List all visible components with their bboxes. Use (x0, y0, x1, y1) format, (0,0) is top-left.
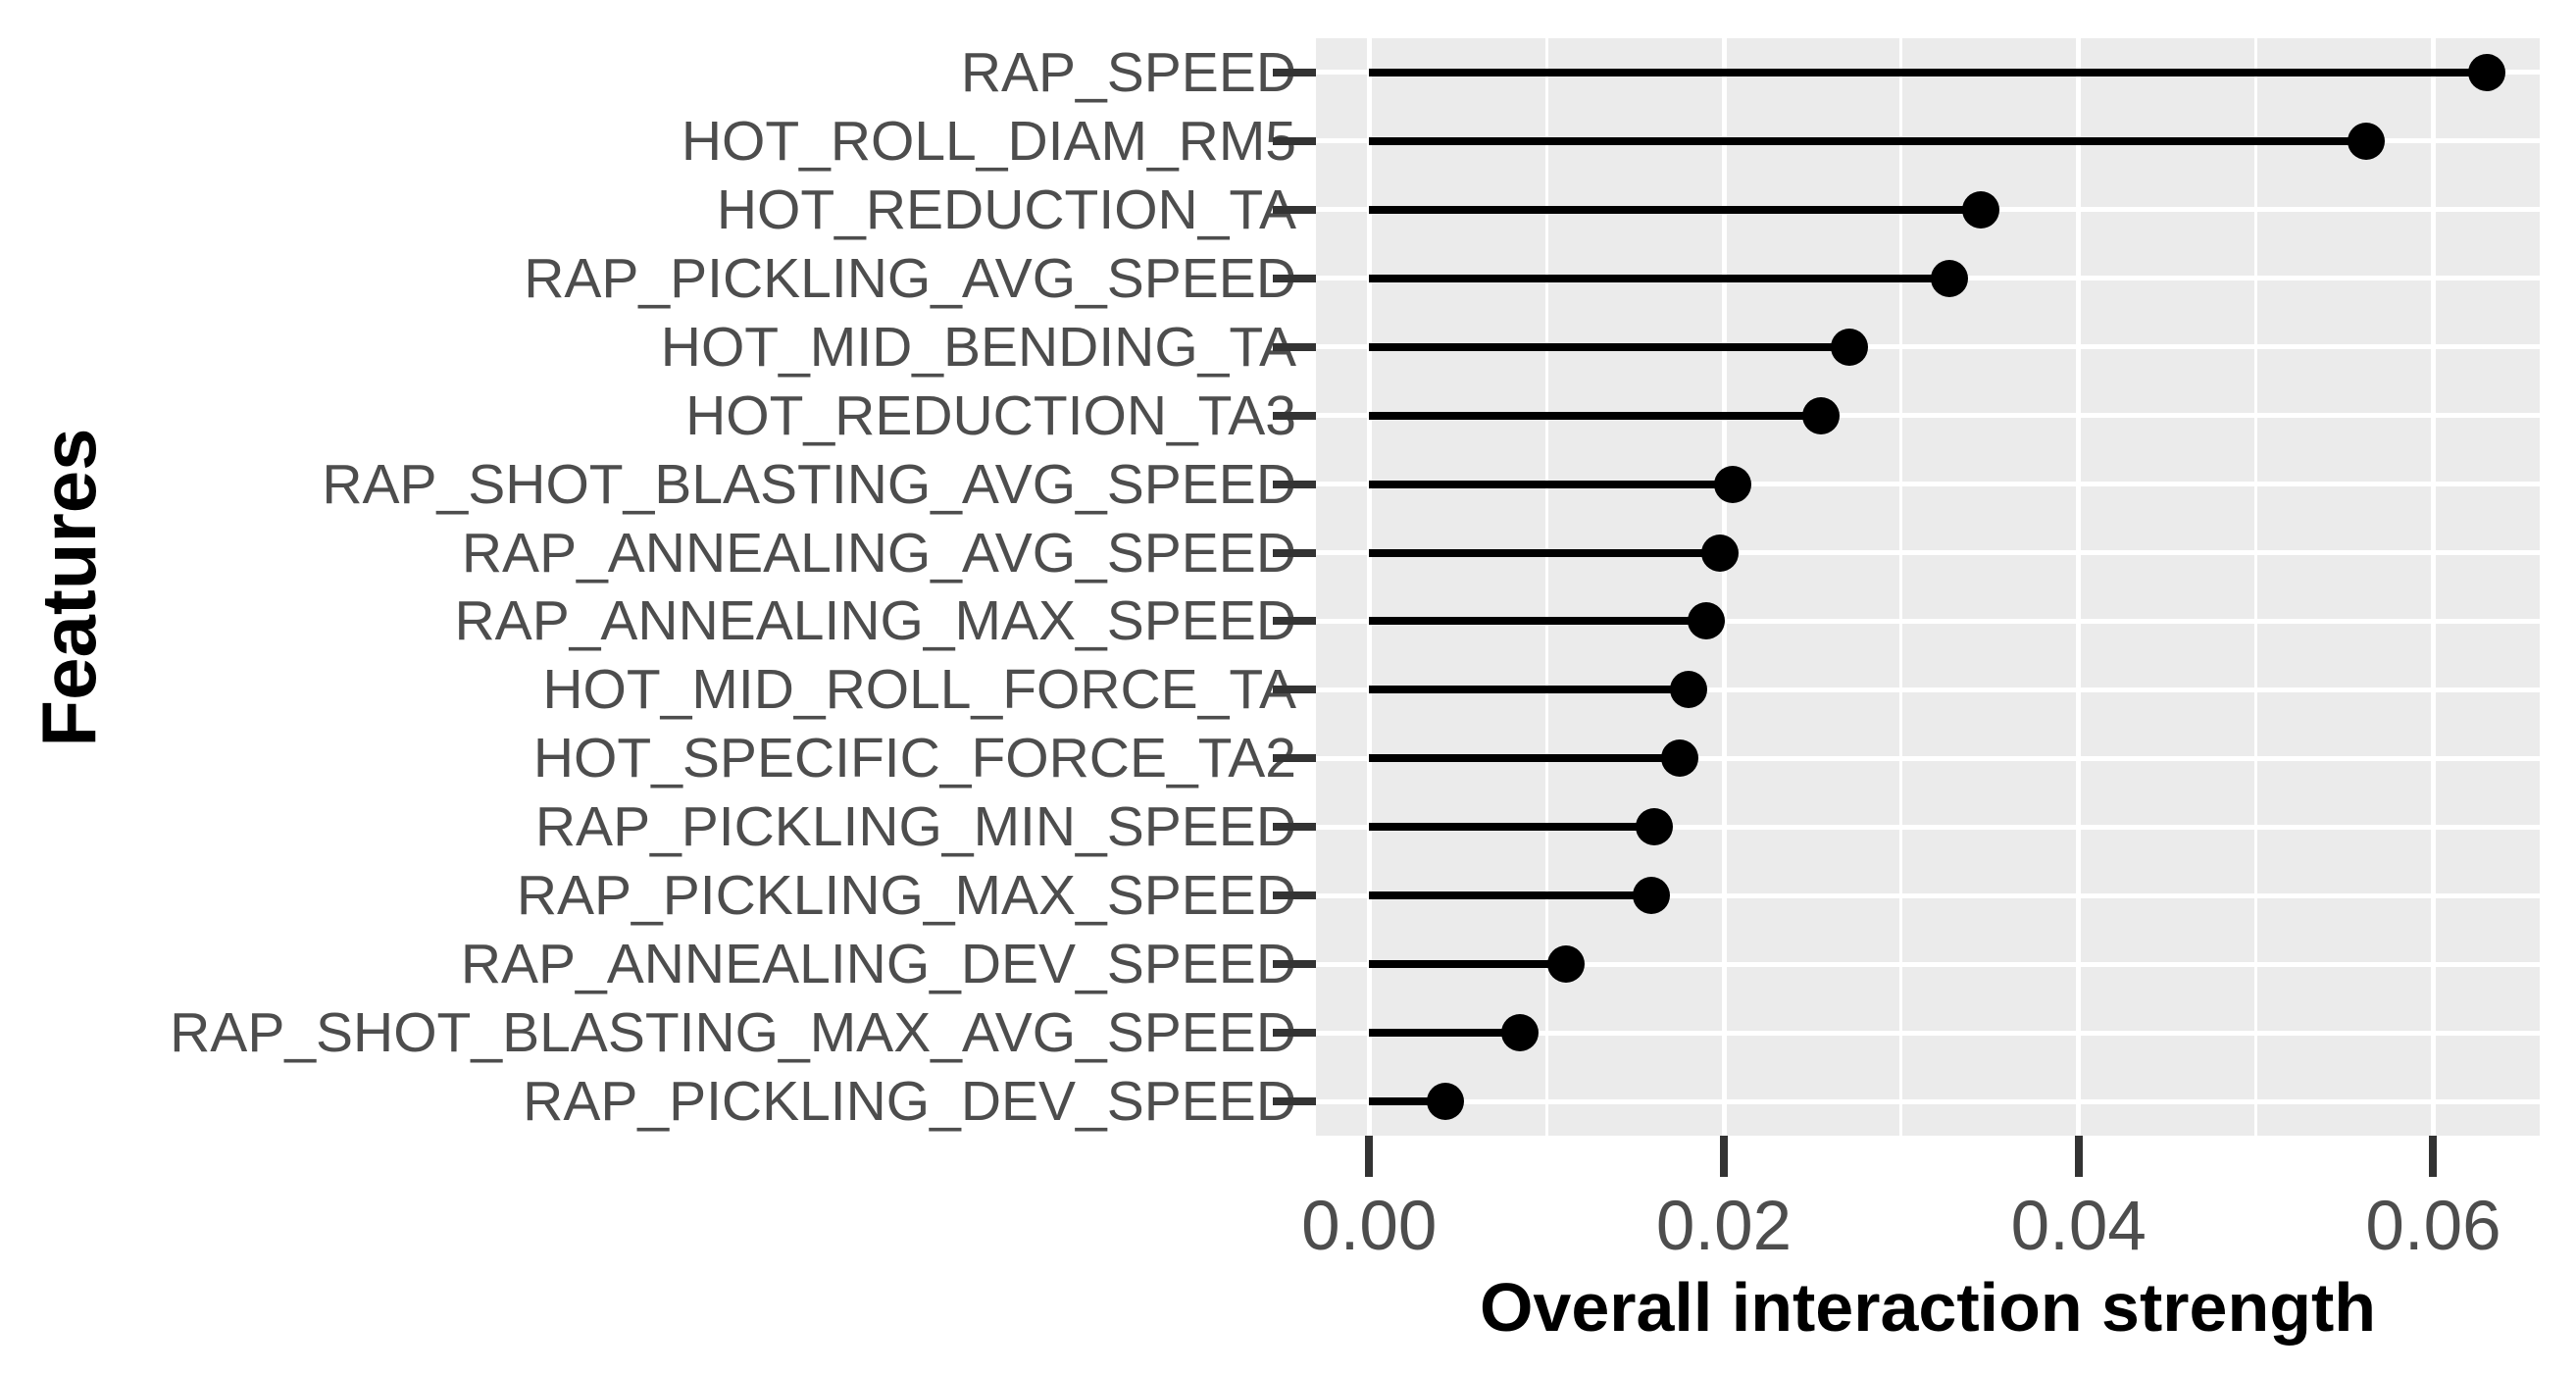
y-tick-label: RAP_SHOT_BLASTING_AVG_SPEED (322, 452, 1296, 516)
lollipop-segment (1369, 686, 1689, 694)
y-tick-mark (1273, 480, 1316, 488)
y-tick-label: RAP_PICKLING_MIN_SPEED (534, 795, 1296, 859)
lollipop-dot (1831, 328, 1869, 366)
major-gridline (1366, 38, 1372, 1136)
lollipop-segment (1369, 548, 1721, 557)
y-tick-label: RAP_ANNEALING_MAX_SPEED (454, 589, 1296, 653)
major-gridline (2076, 38, 2082, 1136)
major-gridline (2430, 38, 2436, 1136)
lollipop-segment (1369, 1097, 1446, 1106)
y-tick-mark (1273, 891, 1316, 900)
y-tick-label: RAP_PICKLING_MAX_SPEED (516, 864, 1296, 928)
row-gridline (1316, 892, 2540, 898)
row-gridline (1316, 482, 2540, 487)
lollipop-segment (1369, 823, 1655, 832)
lollipop-segment (1369, 480, 1734, 488)
lollipop-dot (1714, 465, 1752, 503)
y-tick-mark (1273, 960, 1316, 969)
y-tick-mark (1273, 68, 1316, 76)
row-gridline (1316, 1098, 2540, 1104)
x-tick-label: 0.00 (1301, 1188, 1438, 1265)
y-tick-label: RAP_PICKLING_DEV_SPEED (523, 1070, 1296, 1134)
x-axis-title: Overall interaction strength (1479, 1269, 2377, 1346)
y-tick-label: HOT_SPECIFIC_FORCE_TA2 (532, 727, 1296, 790)
y-tick-mark (1273, 136, 1316, 145)
lollipop-dot (1962, 190, 2000, 229)
lollipop-dot (1632, 877, 1670, 915)
lollipop-segment (1369, 205, 1982, 214)
lollipop-segment (1369, 342, 1850, 351)
lollipop-dot (1427, 1083, 1465, 1121)
lollipop-dot (1701, 534, 1740, 572)
lollipop-segment (1369, 960, 1566, 969)
row-gridline (1316, 1030, 2540, 1036)
lollipop-dot (2347, 122, 2385, 160)
y-tick-label: HOT_REDUCTION_TA (716, 178, 1296, 241)
row-gridline (1316, 824, 2540, 830)
lollipop-segment (1369, 754, 1680, 763)
lollipop-dot (1930, 259, 1968, 297)
row-gridline (1316, 961, 2540, 967)
row-gridline (1316, 550, 2540, 556)
y-tick-label: RAP_SHOT_BLASTING_MAX_AVG_SPEED (170, 1001, 1296, 1065)
y-tick-mark (1273, 411, 1316, 420)
y-tick-mark (1273, 205, 1316, 214)
x-tick-label: 0.02 (1655, 1188, 1793, 1265)
y-tick-label: RAP_PICKLING_AVG_SPEED (524, 246, 1296, 310)
y-tick-label: RAP_ANNEALING_DEV_SPEED (460, 933, 1296, 996)
y-tick-label: HOT_MID_BENDING_TA (660, 315, 1296, 379)
y-tick-label: RAP_ANNEALING_AVG_SPEED (461, 521, 1296, 585)
y-tick-label: HOT_ROLL_DIAM_RM5 (681, 109, 1296, 173)
lollipop-dot (2467, 53, 2505, 91)
minor-gridline (2254, 38, 2258, 1136)
y-tick-mark (1273, 754, 1316, 763)
x-tick-mark (1720, 1136, 1728, 1177)
x-tick-label: 0.06 (2365, 1188, 2501, 1265)
y-tick-mark (1273, 342, 1316, 351)
major-gridline (1721, 38, 1727, 1136)
lollipop-dot (1802, 396, 1841, 434)
row-gridline (1316, 413, 2540, 419)
y-tick-mark (1273, 274, 1316, 282)
lollipop-segment (1369, 617, 1706, 626)
lollipop-dot (1687, 602, 1725, 640)
lollipop-dot (1501, 1014, 1539, 1052)
y-tick-label: RAP_SPEED (960, 40, 1296, 104)
lollipop-segment (1369, 891, 1651, 900)
lollipop-segment (1369, 274, 1949, 282)
lollipop-segment (1369, 1029, 1520, 1038)
x-tick-mark (2429, 1136, 2438, 1177)
lollipop-dot (1660, 739, 1698, 778)
row-gridline (1316, 344, 2540, 350)
y-tick-mark (1273, 1097, 1316, 1106)
minor-gridline (1544, 38, 1548, 1136)
lollipop-dot (1547, 945, 1586, 984)
row-gridline (1316, 618, 2540, 624)
lollipop-segment (1369, 411, 1822, 420)
lollipop-segment (1369, 68, 2487, 76)
y-tick-mark (1273, 1029, 1316, 1038)
lollipop-dot (1636, 808, 1674, 846)
y-tick-label: HOT_REDUCTION_TA3 (685, 383, 1296, 447)
x-tick-label: 0.04 (2010, 1188, 2147, 1265)
row-gridline (1316, 687, 2540, 692)
y-tick-mark (1273, 617, 1316, 626)
lollipop-segment (1369, 136, 2366, 145)
y-tick-mark (1273, 686, 1316, 694)
y-tick-mark (1273, 548, 1316, 557)
row-gridline (1316, 755, 2540, 761)
x-tick-mark (2074, 1136, 2083, 1177)
x-tick-mark (1365, 1136, 1374, 1177)
minor-gridline (1899, 38, 1903, 1136)
lollipop-dot (1669, 671, 1707, 709)
plot-panel (1316, 38, 2540, 1136)
y-tick-label: HOT_MID_ROLL_FORCE_TA (542, 658, 1296, 722)
y-tick-mark (1273, 823, 1316, 832)
